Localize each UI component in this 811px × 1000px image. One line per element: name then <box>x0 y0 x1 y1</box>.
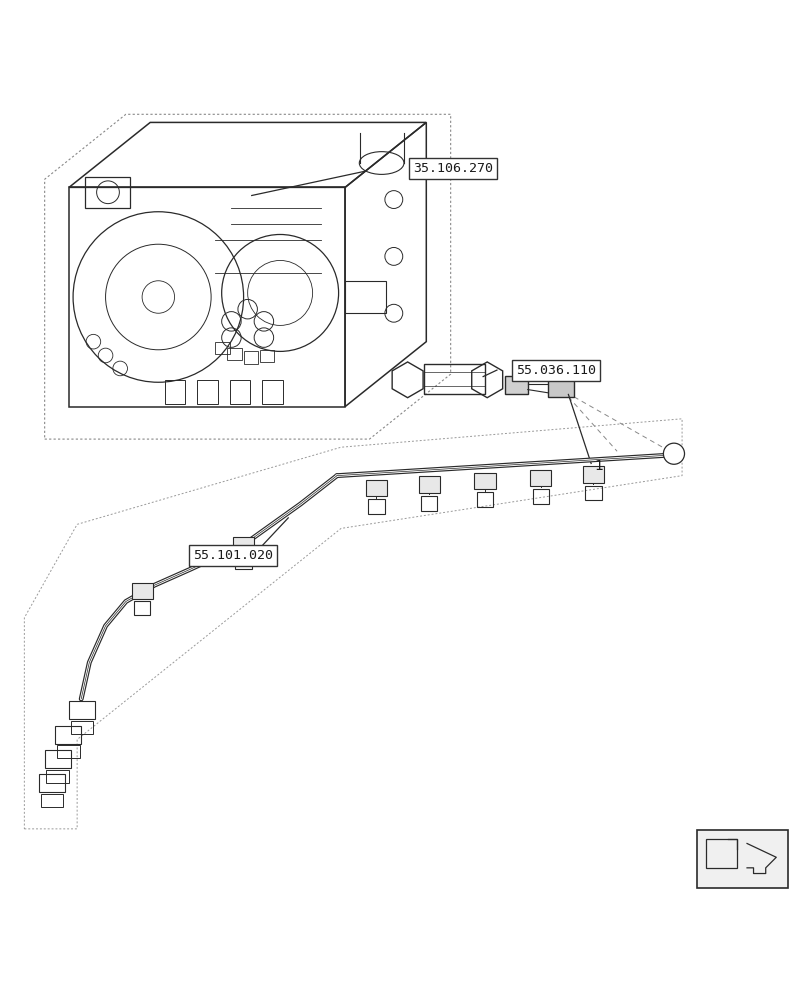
Bar <box>235 554 251 569</box>
Bar <box>46 770 69 783</box>
Bar <box>69 701 95 719</box>
Text: 35.106.270: 35.106.270 <box>413 162 492 175</box>
Text: 55.101.020: 55.101.020 <box>193 549 272 562</box>
Bar <box>262 380 282 404</box>
Bar <box>585 486 601 500</box>
Bar <box>131 583 152 599</box>
Circle shape <box>663 443 684 464</box>
Bar <box>39 774 65 792</box>
Text: 1: 1 <box>594 459 603 473</box>
Bar <box>55 726 81 744</box>
Bar <box>85 177 130 208</box>
Bar <box>547 377 573 397</box>
Bar <box>368 499 384 514</box>
Text: 55.036.110: 55.036.110 <box>516 364 595 377</box>
Bar <box>530 470 551 486</box>
Bar <box>418 476 439 493</box>
Bar <box>474 473 495 489</box>
Bar <box>423 364 484 394</box>
Bar <box>227 348 242 360</box>
Bar <box>134 601 150 615</box>
Bar <box>504 376 527 394</box>
Bar <box>260 350 274 362</box>
Bar <box>197 380 217 404</box>
Bar <box>366 480 387 496</box>
Bar <box>243 351 258 364</box>
Bar <box>706 839 736 868</box>
Bar <box>57 745 79 758</box>
Bar <box>696 830 787 888</box>
Bar <box>345 281 385 313</box>
Bar <box>165 380 185 404</box>
Bar <box>582 466 603 483</box>
Bar <box>230 380 250 404</box>
Bar <box>233 537 254 553</box>
Bar <box>532 489 548 504</box>
Bar <box>215 342 230 354</box>
Bar <box>420 496 436 511</box>
Bar <box>71 721 93 734</box>
Bar <box>45 750 71 768</box>
Bar <box>476 492 492 507</box>
Bar <box>41 794 63 807</box>
